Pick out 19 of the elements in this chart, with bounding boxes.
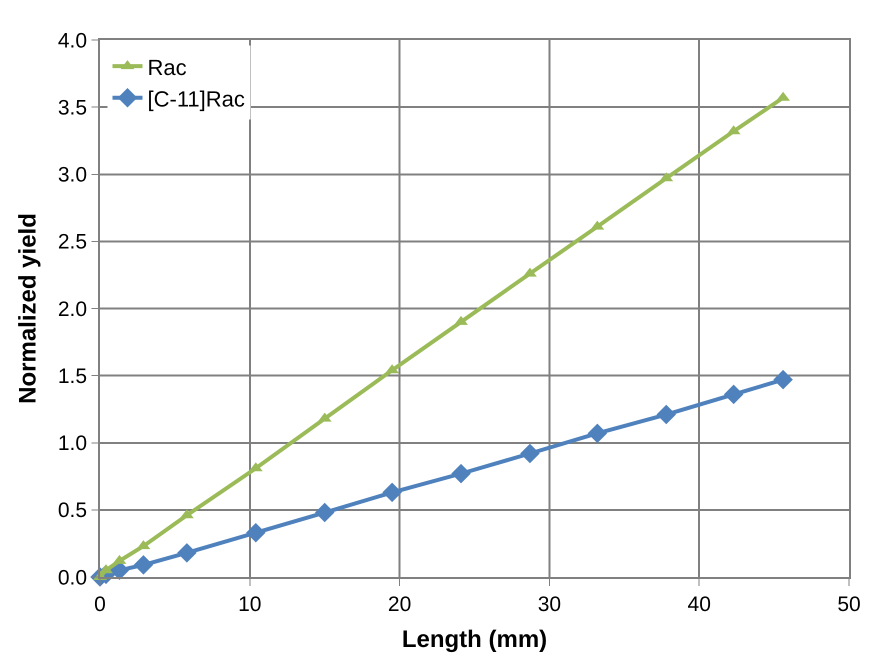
x-tick-label: 40 bbox=[688, 592, 711, 616]
x-axis-title: Length (mm) bbox=[402, 626, 548, 653]
y-tick-label: 0.0 bbox=[58, 566, 88, 590]
y-tick-label: 1.0 bbox=[58, 432, 88, 456]
y-tick-label: 4.0 bbox=[58, 29, 88, 52]
y-tick-label: 2.0 bbox=[58, 298, 88, 321]
x-tick-label: 20 bbox=[388, 592, 412, 616]
y-tick-label: 2.5 bbox=[58, 230, 88, 254]
x-tick-label: 0 bbox=[94, 592, 106, 616]
y-tick-label: 3.0 bbox=[58, 164, 88, 187]
legend-label: Rac bbox=[147, 54, 187, 80]
y-tick-label: 3.5 bbox=[58, 96, 88, 120]
y-tick-label: 0.5 bbox=[58, 499, 88, 522]
x-tick-label: 10 bbox=[238, 592, 262, 616]
x-tick-label: 50 bbox=[837, 592, 861, 616]
y-tick-label: 1.5 bbox=[58, 364, 88, 388]
y-axis-title: Normalized yield bbox=[14, 213, 42, 404]
legend-label: [C-11]Rac bbox=[147, 86, 245, 112]
x-tick-label: 30 bbox=[538, 592, 562, 616]
